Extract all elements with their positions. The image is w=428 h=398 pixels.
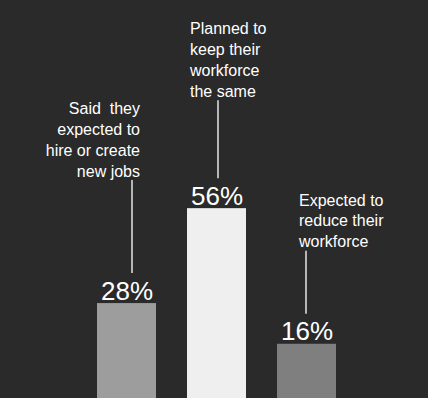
svg-text:Said theyexpected tohire or c: Said theyexpected tohire or createnew jo…	[46, 100, 140, 179]
svg-text:28%: 28%	[101, 276, 153, 306]
svg-text:56%: 56%	[191, 181, 243, 211]
svg-text:16%: 16%	[281, 316, 333, 346]
svg-text:Expected toreduce theirworkfor: Expected toreduce theirworkforce	[298, 192, 384, 251]
svg-text:Planned tokeep theirworkforcet: Planned tokeep theirworkforcethe same	[189, 20, 267, 99]
